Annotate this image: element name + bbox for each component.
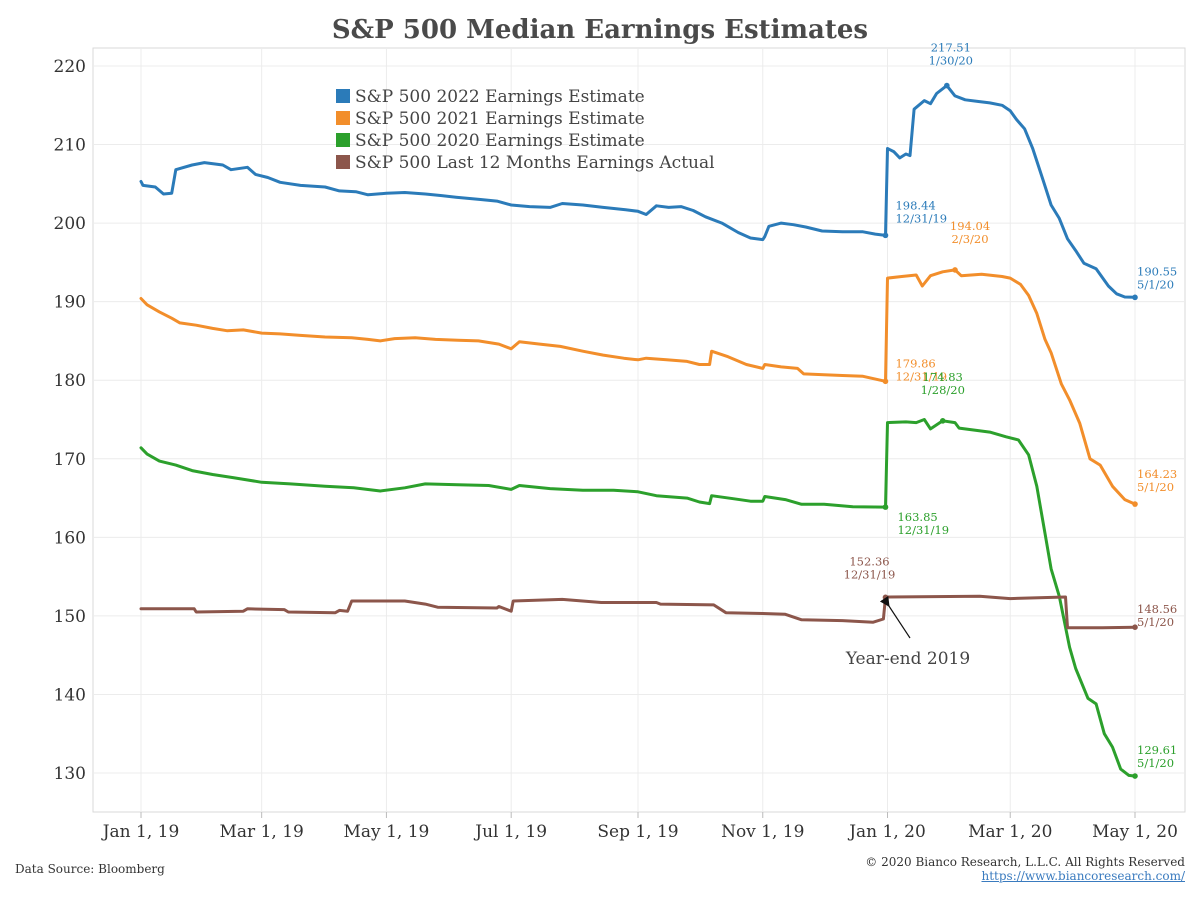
data-source: Data Source: Bloomberg [15, 862, 165, 876]
annotation-marker [1132, 294, 1138, 301]
annotation-date: 1/30/20 [929, 54, 973, 68]
annotation-label: 174.83 1/28/20 [921, 370, 965, 397]
plot-frame [92, 47, 1186, 813]
annotation-label: 148.56 5/1/20 [1137, 602, 1177, 629]
annotation-label: 179.86 12/31/19 [895, 356, 947, 383]
callout-arrow [879, 595, 911, 639]
annotation-marker [952, 267, 958, 273]
annotation-date: 1/28/20 [921, 383, 965, 397]
legend-swatch [336, 133, 350, 147]
annotation-marker [882, 594, 889, 601]
annotation-date: 12/31/19 [897, 523, 949, 537]
callout-label: Year-end 2019 [845, 649, 970, 669]
legend-swatch [336, 111, 350, 125]
website-link[interactable]: https://www.biancoresearch.com/ [981, 869, 1185, 883]
x-tick-label: May 1, 20 [1092, 822, 1178, 842]
annotation-date: 2/3/20 [952, 232, 989, 246]
y-tick-label: 180 [54, 371, 86, 391]
annotation-value: 198.44 [895, 198, 935, 212]
legend-swatch [336, 89, 350, 103]
annotation-date: 5/1/20 [1137, 615, 1174, 629]
annotation-marker [944, 82, 950, 89]
x-tick-label: May 1, 19 [344, 822, 430, 842]
legend-label: S&P 500 2021 Earnings Estimate [355, 109, 645, 129]
y-tick-label: 160 [54, 528, 86, 548]
annotation-label: 217.51 1/30/20 [929, 41, 973, 68]
annotation-marker [1132, 501, 1138, 507]
y-tick-label: 170 [54, 450, 86, 470]
annotation-label: 164.23 5/1/20 [1137, 467, 1177, 494]
annotation-label: 152.36 12/31/19 [844, 554, 896, 581]
annotation-date: 12/31/19 [895, 211, 947, 225]
annotation-label: 190.55 5/1/20 [1137, 264, 1177, 291]
annotation-label: 163.85 12/31/19 [897, 510, 949, 537]
annotation-date: 12/31/19 [895, 369, 947, 383]
series-line-0 [139, 84, 1137, 299]
annotation-value: 217.51 [931, 41, 971, 55]
y-tick-label: 210 [54, 136, 86, 156]
annotation-value: 152.36 [849, 554, 889, 568]
x-tick-label: Jan 1, 19 [101, 822, 180, 842]
legend-swatch [336, 155, 350, 169]
annotation-marker [939, 418, 946, 424]
legend-label: S&P 500 2022 Earnings Estimate [355, 87, 645, 107]
x-tick-label: Sep 1, 19 [597, 822, 678, 842]
annotation-marker [882, 504, 889, 510]
series-line-1 [139, 268, 1137, 506]
annotation-date: 5/1/20 [1137, 756, 1174, 770]
y-tick-label: 190 [54, 293, 86, 313]
annotation-marker [882, 232, 889, 239]
x-tick-label: Nov 1, 19 [721, 822, 804, 842]
annotation-value: 174.83 [923, 370, 963, 384]
x-tick-label: Mar 1, 20 [968, 822, 1052, 842]
legend-label: S&P 500 2020 Earnings Estimate [355, 131, 645, 151]
annotation-value: 148.56 [1137, 602, 1177, 616]
y-tick-label: 130 [54, 764, 86, 784]
annotation-value: 190.55 [1137, 264, 1177, 278]
annotation-label: 198.44 12/31/19 [895, 198, 947, 225]
series-line-2 [139, 418, 1137, 778]
annotation-marker [1132, 773, 1138, 779]
x-tick-label: Mar 1, 19 [220, 822, 304, 842]
annotation-label: 194.04 2/3/20 [950, 219, 990, 246]
x-tick-label: Jul 1, 19 [473, 822, 547, 842]
annotation-value: 129.61 [1137, 743, 1177, 757]
y-tick-label: 140 [54, 685, 86, 705]
annotation-value: 164.23 [1137, 467, 1177, 481]
y-tick-label: 220 [54, 57, 86, 77]
axes: 130 140 150 160 170 180 190 200 210 220 Jan 1, 19 M… [54, 57, 1178, 842]
annotation-value: 194.04 [950, 219, 990, 233]
annotation-value: 163.85 [897, 510, 937, 524]
chart-title: S&P 500 Median Earnings Estimates [332, 15, 868, 45]
annotation-date: 5/1/20 [1137, 277, 1174, 291]
annotation-marker [1132, 624, 1138, 631]
annotation-date: 5/1/20 [1137, 480, 1174, 494]
callout: Year-end 2019 [845, 595, 970, 669]
annotation-marker [882, 378, 889, 385]
annotation-label: 129.61 5/1/20 [1137, 743, 1177, 770]
copyright: © 2020 Bianco Research, L.L.C. All Right… [865, 855, 1185, 869]
x-tick-label: Jan 1, 20 [847, 822, 926, 842]
annotation-date: 12/31/19 [844, 567, 896, 581]
annotation-value: 179.86 [895, 356, 935, 370]
y-tick-label: 200 [54, 214, 86, 234]
legend-label: S&P 500 Last 12 Months Earnings Actual [355, 153, 715, 173]
y-tick-label: 150 [54, 607, 86, 627]
